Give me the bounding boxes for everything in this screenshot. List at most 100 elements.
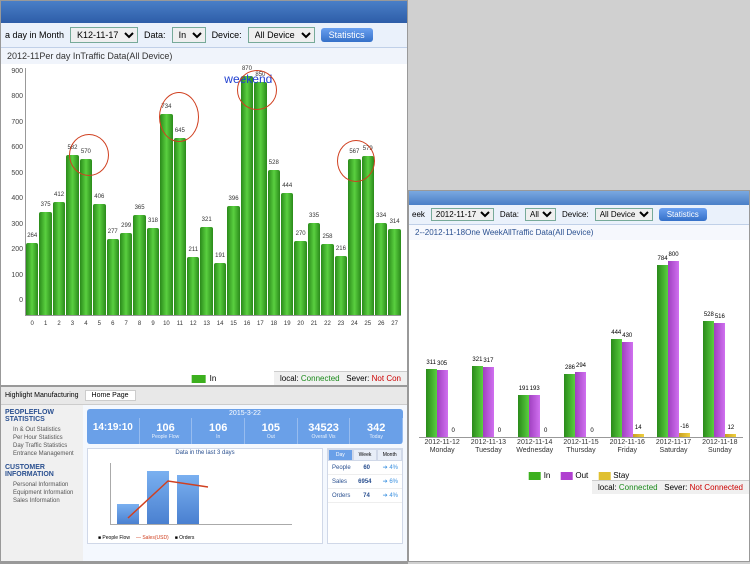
sidebar-item[interactable]: Personal Information [5, 481, 79, 489]
sidebar-item[interactable]: Entrance Management [5, 450, 79, 458]
kpi-panel: Day Week Month People60➔ 4%Sales6954➔ 6%… [327, 448, 403, 544]
sidebar-item[interactable]: In & Out Statistics [5, 426, 79, 434]
weekly-chart: 31130502012-11-12Monday32131702012-11-13… [409, 240, 749, 494]
kpi-card: 342Today [350, 418, 403, 444]
bar: 64511 [174, 138, 186, 315]
y-axis: 9008007006005004003002001000 [3, 68, 23, 304]
day-group: 444430142012-11-16Friday [604, 250, 650, 437]
dashboard-header: Highlight Manufacturing Home Page [1, 387, 407, 405]
day-group: 784800-162012-11-17Saturday [650, 250, 696, 437]
data-select[interactable]: All [525, 208, 556, 221]
bar-area: 2640375141225823570440652776299736583189… [25, 68, 401, 316]
bar: 73410 [160, 114, 172, 315]
weekly-panel: eek 2012-11-17 Data: All Device: All Dev… [408, 190, 750, 562]
day-group: 19119302012-11-14Wednesday [512, 250, 558, 437]
date-select[interactable]: K12-11-17 [70, 27, 138, 43]
mini-chart: Data in the last 3 days ■ People Flow— S… [87, 448, 323, 544]
bar: 19114 [214, 263, 226, 315]
annotation-circle [337, 140, 375, 182]
bar: 2640 [26, 243, 38, 315]
brand-label: Highlight Manufacturing [5, 392, 79, 399]
kpi-card: 106People Flow [140, 418, 193, 444]
kpi-row: 14:19:10106People Flow106In105Out34523Ov… [87, 418, 403, 444]
bar: 39615 [227, 206, 239, 315]
dashboard-date: 2015-3-22 [87, 409, 403, 418]
device-select[interactable]: All Device [595, 208, 653, 221]
bar: 5704 [80, 159, 92, 315]
bar: 3189 [147, 228, 159, 315]
weekly-footer: local: Connected Sever: Not Connected [592, 480, 749, 494]
kpi-card: 106In [192, 418, 245, 444]
kpi-tab-month[interactable]: Month [377, 449, 402, 461]
bar: 25822 [321, 244, 333, 315]
sidebar-item[interactable]: Day Traffic Statistics [5, 442, 79, 450]
kpi-tab-day[interactable]: Day [328, 449, 353, 461]
monthly-chart: 9008007006005004003002001000 26403751412… [1, 64, 407, 334]
bar: 2776 [107, 239, 119, 315]
ctrl-label: Device: [562, 210, 589, 219]
annotation-circle [159, 92, 199, 142]
bar: 33426 [375, 223, 387, 315]
bar: 5823 [66, 155, 78, 315]
monthly-footer: local: Connected Sever: Not Con [274, 371, 407, 385]
monthly-titlebar [1, 1, 407, 23]
bar: 87016 [241, 76, 253, 315]
sidebar-heading: CUSTOMER INFORMATION [5, 464, 79, 478]
date-select[interactable]: 2012-11-17 [431, 208, 494, 221]
bar: 4122 [53, 202, 65, 315]
annotation-circle [69, 134, 109, 176]
bar: 31427 [388, 229, 400, 315]
day-group: 528516122012-11-18Sunday [697, 250, 743, 437]
bar: 32113 [200, 227, 212, 315]
bar: 3751 [39, 212, 51, 315]
day-group: 32131702012-11-13Tuesday [465, 250, 511, 437]
kpi-card: 14:19:10 [87, 418, 140, 444]
ctrl-label: Data: [144, 30, 166, 40]
mini-legend: ■ People Flow— Sales(USD)■ Orders [98, 535, 194, 541]
bar: 52818 [268, 170, 280, 315]
bar: 56724 [348, 159, 360, 315]
monthly-chart-title: 2012-11Per day InTraffic Data(All Device… [1, 48, 407, 64]
day-group: 31130502012-11-12Monday [419, 250, 465, 437]
monthly-panel: a day in Month K12-11-17 Data: In Device… [0, 0, 408, 386]
annotation-circle [237, 70, 277, 110]
bar: 44419 [281, 193, 293, 315]
ctrl-label: eek [412, 210, 425, 219]
home-tab[interactable]: Home Page [85, 390, 136, 401]
weekly-titlebar [409, 191, 749, 205]
bar: 27020 [294, 241, 306, 315]
sidebar-heading: PEOPLEFLOW STATISTICS [5, 409, 79, 423]
bar: 85017 [254, 82, 266, 315]
weekly-controls: eek 2012-11-17 Data: All Device: All Dev… [409, 205, 749, 225]
sidebar-item[interactable]: Equipment Information [5, 489, 79, 497]
sidebar-item[interactable]: Per Hour Statistics [5, 434, 79, 442]
kpi-card: 34523Overall Vis [298, 418, 351, 444]
statistics-button[interactable]: Statistics [659, 208, 707, 221]
bar: 3658 [133, 215, 145, 315]
day-group: 28629402012-11-15Thursday [558, 250, 604, 437]
weekly-bars: 31130502012-11-12Monday32131702012-11-13… [419, 250, 743, 438]
bar: 21623 [335, 256, 347, 315]
ctrl-label: a day in Month [5, 30, 64, 40]
dashboard-sidebar: PEOPLEFLOW STATISTICS In & Out Statistic… [1, 405, 83, 562]
kpi-tab-week[interactable]: Week [353, 449, 378, 461]
dashboard-main: 2015-3-22 14:19:10106People Flow106In105… [83, 405, 407, 562]
bar: 33521 [308, 223, 320, 315]
mini-chart-title: Data in the last 3 days [88, 449, 322, 457]
ctrl-label: Data: [500, 210, 519, 219]
kpi-card: 105Out [245, 418, 298, 444]
ctrl-label: Device: [212, 30, 242, 40]
statistics-button[interactable]: Statistics [321, 28, 373, 42]
weekly-legend: In Out Stay [529, 471, 630, 480]
bar: 4065 [93, 204, 105, 315]
bar: 2997 [120, 233, 132, 315]
monthly-legend: In [192, 374, 217, 383]
monthly-controls: a day in Month K12-11-17 Data: In Device… [1, 23, 407, 48]
mini-line [110, 463, 292, 525]
dashboard-panel: Highlight Manufacturing Home Page PEOPLE… [0, 386, 408, 562]
data-select[interactable]: In [172, 27, 206, 43]
weekly-chart-title: 2--2012-11-18One WeekAllTraffic Data(All… [409, 225, 749, 240]
bar: 21112 [187, 257, 199, 315]
sidebar-item[interactable]: Sales Information [5, 497, 79, 505]
device-select[interactable]: All Device [248, 27, 315, 43]
